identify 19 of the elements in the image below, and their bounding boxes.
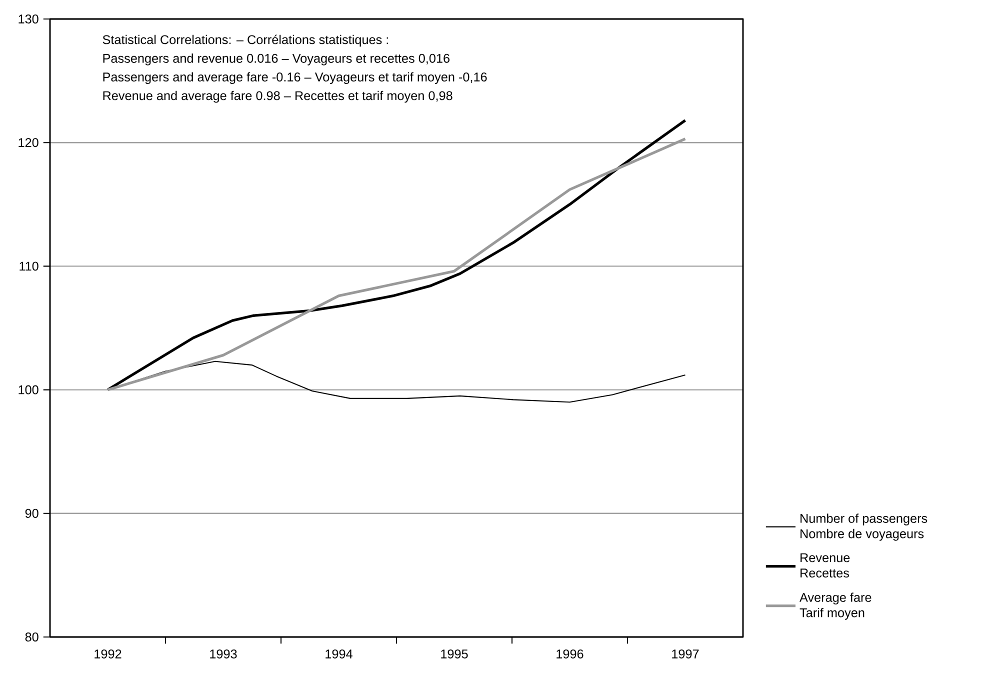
x-tick-label: 1994: [326, 649, 352, 658]
y-tick-label: 100: [18, 385, 38, 394]
y-tick-label: 90: [25, 508, 38, 518]
annotation: Passengers and average fare -0.16 – Voyageurs et tarif moyen -0,16: [103, 72, 487, 84]
x-tick-label: 1995: [441, 649, 468, 658]
y-tick-label: 110: [20, 262, 38, 271]
annotation: Revenue and average fare 0.98 – Recettes et tarif moyen 0,98: [103, 90, 452, 103]
x-tick-label: 1996: [556, 649, 584, 658]
y-tick-label: 120: [18, 138, 38, 148]
y-tick-label: 80: [25, 632, 38, 642]
x-tick-label: 1992: [94, 649, 122, 658]
y-tick-label: 130: [18, 14, 38, 24]
legend-label: Number of passengers Nombre de voyageurs: [800, 514, 928, 541]
legend-label: Average fare Tarif moyen: [800, 592, 872, 620]
annotation: Statistical Correlations: – Corrélations statistiques :: [102, 34, 388, 47]
legend-label: Revenue Recettes: [800, 553, 850, 578]
x-tick-label: 1993: [210, 649, 237, 658]
annotation: Passengers and revenue 0.016 – Voyageurs et recettes 0,016: [103, 54, 450, 66]
x-tick-label: 1997: [672, 649, 699, 658]
